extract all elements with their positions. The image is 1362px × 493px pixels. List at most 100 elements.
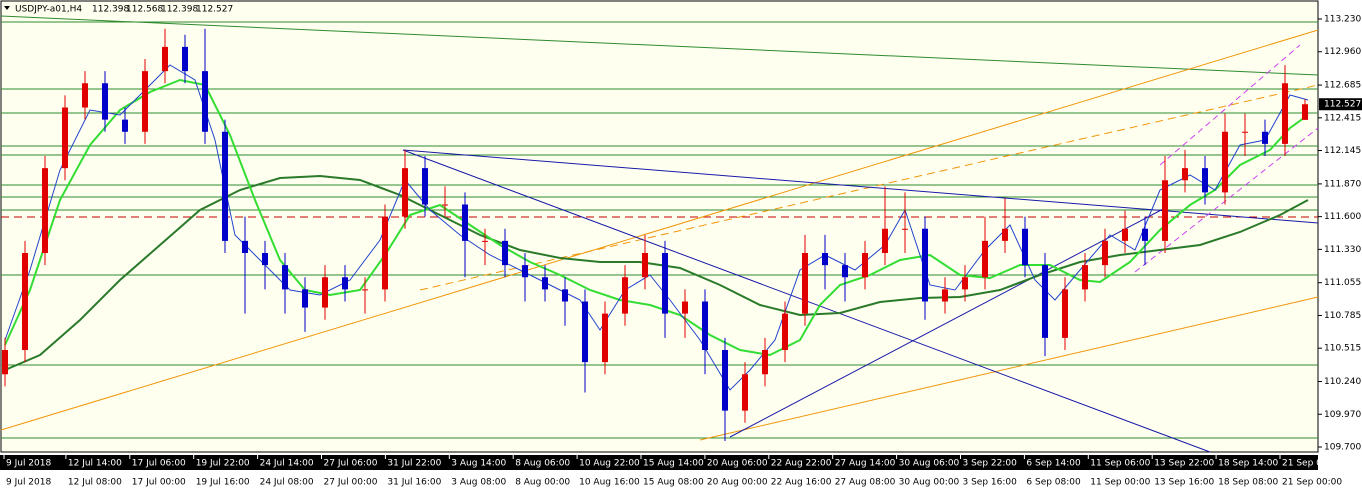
candle-body — [222, 131, 228, 241]
time-label-bottom: 17 Jul 00:00 — [132, 478, 186, 488]
header-close: 112.527 — [196, 5, 233, 15]
candle-body — [22, 253, 28, 351]
candle-body — [82, 83, 88, 108]
time-label-bottom: 12 Jul 08:00 — [68, 478, 122, 488]
channel — [1134, 44, 1319, 273]
y-tick-label: 111.055 — [1324, 278, 1361, 288]
candle-body — [262, 253, 268, 266]
candle-body — [182, 46, 188, 72]
candle-body — [702, 301, 708, 351]
header-open: 112.398 — [92, 5, 129, 15]
time-label-top: 9 Jul 2018 — [6, 459, 51, 469]
time-label-bottom: 10 Aug 16:00 — [579, 478, 640, 488]
candle-body — [1122, 228, 1128, 241]
candles — [2, 28, 1308, 441]
candle-body — [242, 240, 248, 254]
time-label-bottom: 15 Aug 08:00 — [643, 478, 704, 488]
candle-body — [802, 253, 808, 314]
candle-body — [742, 374, 748, 411]
time-label-bottom: 9 Jul 2018 — [6, 478, 51, 488]
y-tick-label: 112.685 — [1324, 81, 1361, 91]
candle-body — [762, 350, 768, 375]
candle-body — [982, 240, 988, 278]
time-label-top: 6 Sep 14:00 — [1026, 459, 1081, 469]
candle-body — [522, 265, 528, 278]
y-tick-label: 109.700 — [1324, 443, 1361, 453]
y-tick-label: 110.240 — [1324, 377, 1361, 387]
candle-body — [402, 168, 408, 217]
candle-body — [602, 313, 608, 363]
candle-body — [1062, 289, 1068, 338]
candle-body — [422, 168, 428, 205]
time-label-bottom: 18 Sep 08:00 — [1218, 478, 1278, 488]
drawing-objects — [0, 15, 1319, 453]
plot-area — [0, 0, 1319, 453]
header: USDJPY-a01,H4 112.398 112.568 112.398 11… — [4, 5, 233, 15]
candle-body — [62, 107, 68, 169]
time-label-top: 22 Aug 22:00 — [771, 459, 832, 469]
time-label-top: 15 Aug 14:00 — [643, 459, 704, 469]
time-label-bottom: 6 Sep 08:00 — [1026, 478, 1081, 488]
candle-body — [1302, 104, 1308, 120]
candle-body — [1262, 131, 1268, 144]
candle-body — [642, 253, 648, 278]
time-label-bottom: 19 Jul 16:00 — [196, 478, 250, 488]
candle-body — [2, 350, 8, 375]
candle-body — [302, 289, 308, 308]
candle-body — [382, 216, 388, 290]
y-tick-label: 111.870 — [1324, 179, 1361, 189]
candle-body — [462, 204, 468, 241]
time-label-bottom: 31 Jul 16:00 — [387, 478, 441, 488]
candle-body — [42, 168, 48, 254]
candle-body — [962, 277, 968, 290]
time-label-top: 31 Jul 22:00 — [387, 459, 441, 469]
candle-body — [122, 119, 128, 132]
candle-body — [842, 265, 848, 278]
time-label-top: 13 Sep 22:00 — [1154, 459, 1214, 469]
candle-body — [922, 228, 928, 302]
candle-body — [562, 289, 568, 302]
candle-body — [1022, 228, 1028, 266]
candle-body — [782, 313, 788, 351]
candle-body — [1282, 83, 1288, 144]
candle-body — [322, 277, 328, 308]
candle-body — [202, 71, 208, 132]
time-label-top: 20 Aug 06:00 — [707, 459, 768, 469]
candle-body — [542, 277, 548, 290]
time-label-top: 24 Jul 14:00 — [260, 459, 314, 469]
candle-body — [502, 240, 508, 266]
candle-body — [1182, 168, 1188, 181]
symbol: USDJPY-a01,H4 — [15, 5, 82, 15]
candle-body — [942, 289, 948, 302]
candle-body — [882, 228, 888, 254]
horizontal-levels — [0, 15, 1319, 439]
price-axis — [1319, 1, 1362, 453]
candle-body — [282, 265, 288, 290]
time-label-top: 27 Jul 06:00 — [324, 459, 378, 469]
candle-body — [362, 289, 368, 291]
time-label-bottom: 3 Aug 08:00 — [451, 478, 506, 488]
candle-body — [682, 301, 688, 314]
candle-body — [1222, 131, 1228, 193]
time-label-bottom: 22 Aug 16:00 — [771, 478, 832, 488]
candle-body — [102, 83, 108, 120]
candle-body — [902, 228, 908, 230]
y-tick-label: 113.230 — [1324, 15, 1361, 25]
y-tick-label: 112.145 — [1324, 146, 1361, 156]
time-label-bottom: 3 Sep 16:00 — [963, 478, 1018, 488]
candle-body — [482, 240, 488, 242]
candle-body — [722, 350, 728, 411]
header-high: 112.568 — [126, 5, 163, 15]
time-label-top: 18 Sep 14:00 — [1218, 459, 1278, 469]
time-label-top: 12 Jul 14:00 — [68, 459, 122, 469]
candle-body — [1162, 180, 1168, 241]
time-label-bottom: 11 Sep 00:00 — [1090, 478, 1150, 488]
y-tick-label: 111.600 — [1324, 212, 1361, 222]
header-arrow — [4, 6, 10, 10]
time-label-bottom: 24 Jul 08:00 — [260, 478, 314, 488]
candle-body — [342, 277, 348, 290]
candle-body — [1142, 228, 1148, 241]
candle-body — [1002, 228, 1008, 241]
candle-body — [1082, 265, 1088, 290]
